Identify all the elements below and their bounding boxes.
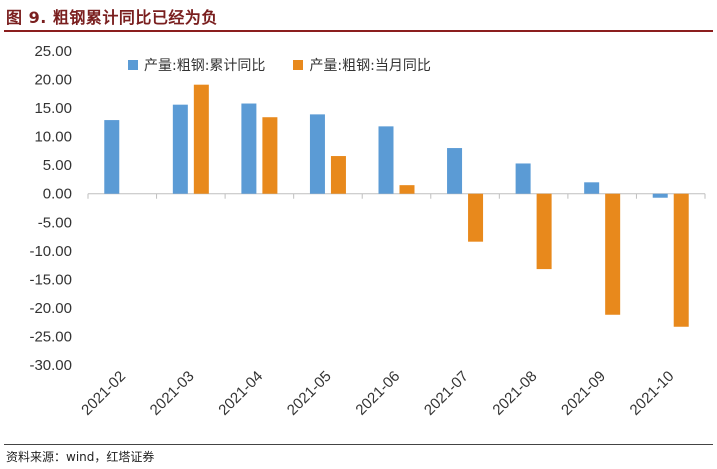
bar-cumulative — [104, 120, 120, 194]
y-tick-label: -10.00 — [29, 243, 72, 260]
y-tick-label: -20.00 — [29, 300, 72, 317]
y-tick-label: 20.00 — [34, 72, 72, 89]
y-tick-label: 25.00 — [34, 43, 72, 60]
legend-item-cumulative: 产量:粗钢:累计同比 — [128, 55, 265, 75]
y-tick-label: -25.00 — [29, 328, 72, 345]
legend-label-monthly: 产量:粗钢:当月同比 — [309, 58, 431, 74]
legend-item-monthly: 产量:粗钢:当月同比 — [293, 55, 431, 75]
x-tick-label: 2021-05 — [284, 368, 335, 419]
legend-swatch-monthly — [293, 60, 304, 70]
bar-monthly — [330, 156, 346, 194]
y-tick-label: 5.00 — [43, 157, 72, 174]
bar-monthly — [605, 193, 621, 315]
x-tick-label: 2021-03 — [147, 368, 198, 419]
legend: 产量:粗钢:累计同比 产量:粗钢:当月同比 — [128, 55, 431, 75]
bar-monthly — [468, 193, 484, 242]
bar-monthly — [262, 117, 278, 194]
x-tick-label: 2021-10 — [627, 368, 678, 419]
bar-monthly — [536, 193, 552, 270]
bar-cumulative — [241, 103, 257, 194]
y-tick-label: -30.00 — [29, 357, 72, 374]
legend-swatch-cumulative — [128, 60, 138, 70]
legend-label-cumulative: 产量:粗钢:累计同比 — [144, 58, 266, 74]
x-tick-label: 2021-07 — [421, 368, 472, 419]
bar-cumulative — [652, 193, 668, 198]
bar-cumulative — [584, 182, 600, 194]
source-divider — [4, 444, 713, 445]
bar-chart: 25.00 20.00 15.00 10.00 5.00 0.00 -5.00 -10.00 -… — [29, 43, 706, 419]
chart-title: 图 9. 粗钢累计同比已经为负 — [6, 8, 218, 27]
x-tick-label: 2021-06 — [352, 368, 403, 419]
bar-cumulative — [515, 163, 531, 194]
x-tick-label: 2021-02 — [78, 368, 129, 419]
bar-monthly — [399, 185, 415, 194]
bar-monthly — [193, 84, 209, 194]
title-divider — [4, 30, 713, 32]
x-tick-label: 2021-04 — [215, 368, 266, 419]
bar-cumulative — [378, 126, 394, 194]
y-tick-label: 10.00 — [34, 129, 72, 146]
bar-cumulative — [172, 104, 188, 194]
x-tick-label: 2021-08 — [489, 368, 540, 419]
bar-monthly — [673, 193, 689, 327]
bar-cumulative — [309, 114, 325, 194]
source-note: 资料来源：wind，红塔证券 — [6, 450, 155, 464]
y-tick-label: 0.00 — [43, 186, 72, 203]
y-tick-label: 15.00 — [34, 100, 72, 117]
y-tick-label: -15.00 — [29, 271, 72, 288]
x-tick-label: 2021-09 — [558, 368, 609, 419]
y-tick-label: -5.00 — [38, 214, 72, 231]
bar-cumulative — [447, 148, 463, 194]
